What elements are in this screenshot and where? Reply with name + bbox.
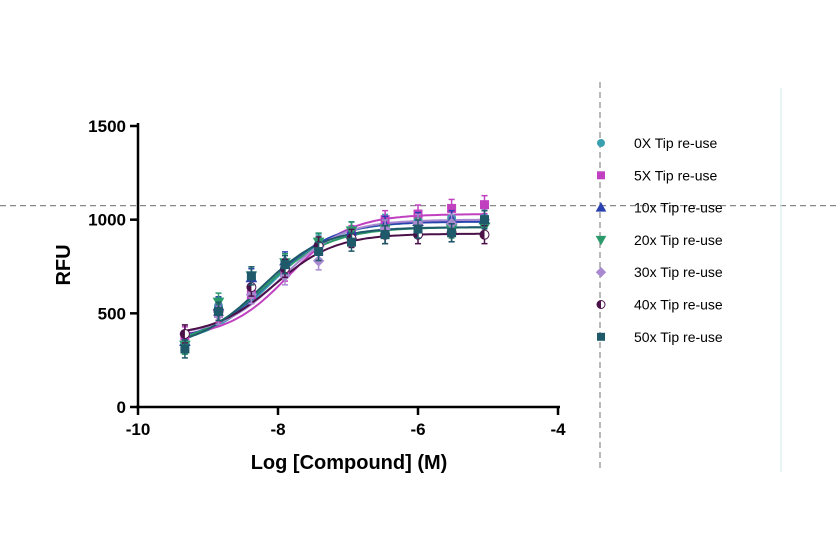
y-tick-label: 500 — [98, 304, 126, 323]
legend-label-2: 5X Tip re-use — [634, 167, 717, 183]
legend-label-1: 0X Tip re-use — [634, 135, 717, 151]
x-tick-label: -4 — [550, 420, 566, 439]
data-point-series-7 — [314, 247, 324, 257]
legend-marker-4 — [595, 235, 607, 246]
fit-curve-6 — [184, 232, 485, 332]
legend-marker-7 — [597, 332, 605, 341]
data-point-series-2 — [480, 200, 489, 210]
legend-label-4: 20x Tip re-use — [634, 232, 723, 248]
legend-marker-6-fill — [597, 300, 601, 309]
data-point-series-7 — [246, 271, 256, 281]
legend-label-6: 40x Tip re-use — [634, 297, 723, 313]
data-point-series-6-fill — [180, 329, 185, 339]
data-point-series-7 — [347, 237, 356, 247]
legend-label-5: 30x Tip re-use — [634, 264, 723, 280]
y-tick-label: 1000 — [88, 211, 126, 230]
fit-curve-4 — [184, 226, 485, 338]
data-point-series-7 — [180, 344, 190, 354]
y-tick-label: 0 — [117, 398, 126, 417]
data-point-series-7 — [480, 215, 489, 225]
legend-marker-3 — [595, 202, 607, 212]
x-tick-label: -10 — [126, 420, 151, 439]
x-axis-title: Log [Compound] (M) — [251, 452, 448, 474]
legend: 0X Tip re-use 5X Tip re-use 10x Tip re-use… — [595, 135, 723, 345]
data-point-series-7 — [280, 260, 290, 270]
legend-marker-2 — [597, 171, 605, 180]
legend-label-7: 50x Tip re-use — [634, 329, 723, 345]
axis-ticks: -10 -8 -6 -4 0 500 1000 1500 — [88, 117, 566, 439]
legend-label-3: 10x Tip re-use — [634, 200, 723, 216]
data-point-series-7 — [447, 228, 457, 238]
legend-marker-1 — [597, 139, 605, 147]
fit-curve-7 — [184, 226, 485, 340]
data-points — [179, 194, 491, 359]
fit-curve-5 — [184, 218, 485, 333]
data-point-series-7 — [380, 230, 390, 240]
y-tick-label: 1500 — [88, 117, 126, 136]
x-tick-label: -6 — [410, 420, 425, 439]
fit-curves — [184, 213, 485, 340]
data-point-series-7 — [214, 306, 223, 316]
legend-marker-5 — [595, 266, 607, 278]
y-axis-title: RFU — [53, 244, 75, 285]
data-point-series-6-fill — [480, 230, 485, 240]
x-tick-label: -8 — [270, 420, 285, 439]
data-point-series-7 — [413, 224, 423, 234]
